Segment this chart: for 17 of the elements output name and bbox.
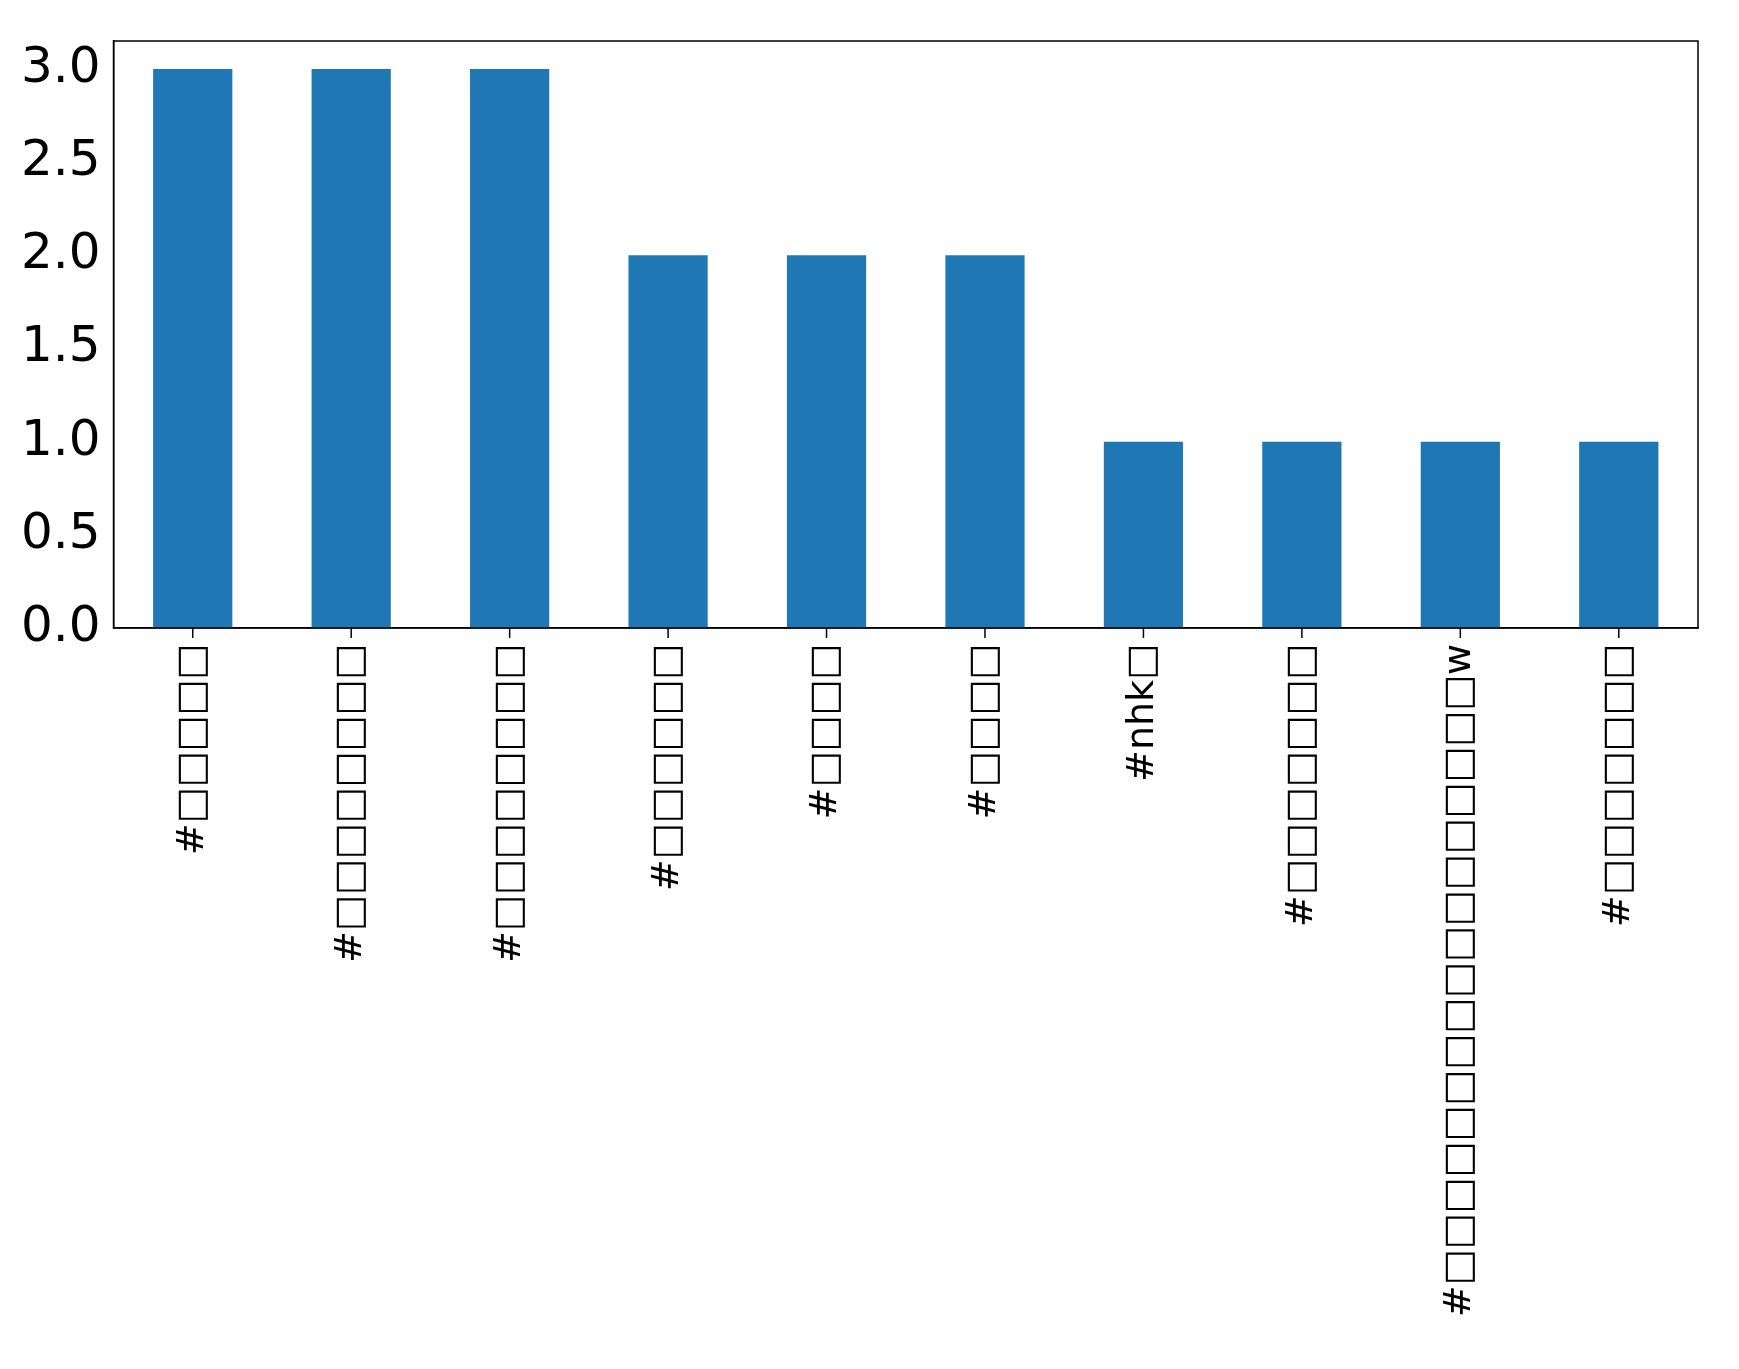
y-tick-label: 1.0: [20, 408, 101, 467]
y-tick-label: 1.5: [20, 315, 101, 374]
x-tick-label: #□□□□: [959, 644, 1004, 820]
x-tick-label: #□□□□□□: [642, 644, 687, 892]
x-tick-label: #□□□□□□□: [1593, 644, 1638, 928]
x-tick-label: #□□□□□□□□: [326, 644, 371, 964]
x-tick-label: #□□□□□□□: [1276, 644, 1321, 928]
y-tick-label: 0.0: [20, 594, 101, 653]
x-tick-label: #□□□□□□□□□□□□□□□□□w: [1435, 644, 1480, 1318]
x-tick-label: #nhk□: [1118, 644, 1163, 782]
y-tick-label: 0.5: [20, 501, 101, 560]
x-tick-label: #□□□□□□□□: [484, 644, 529, 964]
y-tick-label: 2.0: [20, 222, 101, 281]
x-tick-label: #□□□□□: [167, 644, 212, 856]
x-tick-label: #□□□□: [801, 644, 846, 820]
y-tick-label: 3.0: [20, 35, 101, 94]
y-tick-label: 2.5: [20, 129, 101, 188]
